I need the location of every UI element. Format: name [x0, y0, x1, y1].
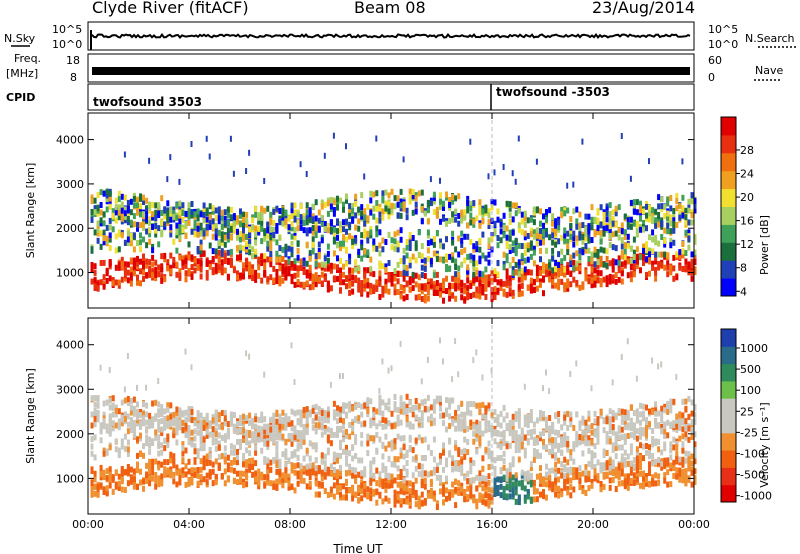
sky-count-line: [91, 32, 691, 40]
velocity-colorbar: 1000 500 100 25 -25 -100 -500 -1000: [720, 328, 772, 503]
x-tick-label: 12:00: [375, 518, 407, 531]
y-tick-label: 2000: [56, 428, 84, 441]
colorbar-tick: 16: [740, 215, 754, 228]
freq-strip: [87, 53, 695, 83]
colorbar-tick: 1000: [740, 342, 768, 355]
x-tick-label: 20:00: [577, 518, 609, 531]
x-tick-label: 00:00: [72, 518, 104, 531]
power-panel: 1000 2000 3000 4000 Slant Range [km] 28 24 20 16…: [24, 112, 754, 309]
sky-label: N.Sky: [4, 32, 36, 45]
cpid-label: CPID: [6, 91, 35, 104]
y-axis-label: Slant Range [km]: [24, 163, 37, 259]
colorbar-tick: -500: [740, 469, 765, 482]
y-tick-label: 2000: [56, 222, 84, 235]
colorbar-tick: 500: [740, 363, 761, 376]
colorbar-tick: 28: [740, 144, 754, 157]
sky-strip: [87, 21, 695, 51]
colorbar-tick: 100: [740, 384, 761, 397]
colorbar-tick: 25: [740, 405, 754, 418]
colorbar-tick: -25: [740, 426, 758, 439]
freq-unit: [MHz]: [6, 67, 38, 80]
colorbar-tick: 12: [740, 238, 754, 251]
cpid-second: twofsound -3503: [496, 85, 610, 99]
x-axis-label: Time UT: [332, 542, 383, 554]
cpid-strip: [87, 83, 695, 111]
sky-tick-bottom: 10^0: [52, 38, 82, 51]
power-colorbar-label: Power [dB]: [758, 215, 771, 275]
y-tick-label: 1000: [56, 472, 84, 485]
search-tick-top: 10^5: [708, 23, 738, 36]
date-title: 23/Aug/2014: [592, 0, 696, 17]
x-tick-label: 16:00: [476, 518, 508, 531]
station-title: Clyde River (fitACF): [92, 0, 249, 17]
search-tick-bottom: 10^0: [708, 38, 738, 51]
colorbar-tick: -1000: [740, 490, 772, 503]
backscatter-cells: [90, 132, 697, 304]
colorbar-tick: -100: [740, 447, 765, 460]
colorbar-tick: 24: [740, 168, 754, 181]
freq-tick-bottom: 8: [70, 71, 77, 84]
cpid-first: twofsound 3503: [93, 95, 202, 109]
nave-tick-bottom: 0: [708, 71, 715, 84]
y-tick-label: 3000: [56, 383, 84, 396]
search-label: N.Search: [745, 32, 795, 45]
freq-tick-top: 18: [66, 54, 80, 67]
colorbar-tick: 8: [740, 262, 747, 275]
x-tick-label: 00:00: [678, 518, 710, 531]
freq-label: Freq.: [14, 52, 41, 65]
velocity-panel: 00:00 04:00 08:00 12:00 16:00 20:00 00:00 1000 2…: [24, 317, 772, 531]
backscatter-cells: [90, 337, 697, 511]
y-tick-label: 3000: [56, 178, 84, 191]
nave-tick-top: 60: [708, 54, 722, 67]
sky-tick-top: 10^5: [52, 23, 82, 36]
y-tick-label: 1000: [56, 267, 84, 280]
beam-title: Beam 08: [354, 0, 426, 17]
x-tick-label: 04:00: [173, 518, 205, 531]
nave-label: Nave: [755, 64, 783, 77]
colorbar-tick: 20: [740, 191, 754, 204]
colorbar-tick: 4: [740, 285, 747, 298]
y-tick-label: 4000: [56, 134, 84, 147]
velocity-colorbar-label: Velocity [m s⁻¹]: [758, 402, 771, 487]
power-colorbar: 28 24 20 16 12 8 4: [720, 116, 754, 298]
x-tick-label: 08:00: [274, 518, 306, 531]
y-tick-label: 4000: [56, 339, 84, 352]
y-axis-label: Slant Range [km]: [24, 368, 37, 464]
